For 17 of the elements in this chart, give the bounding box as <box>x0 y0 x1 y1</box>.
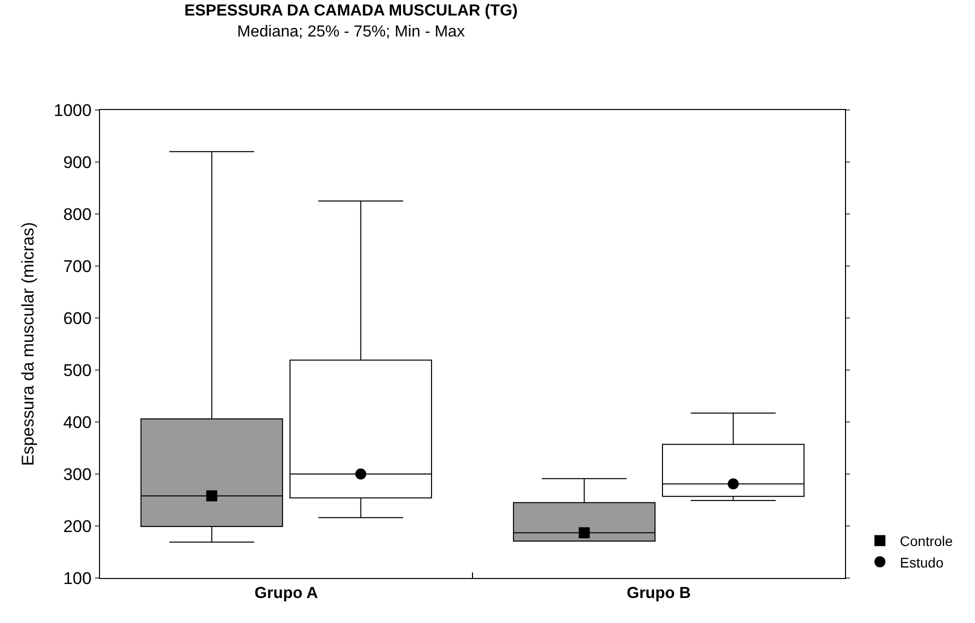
chart-subtitle: Mediana; 25% - 75%; Min - Max <box>237 23 465 40</box>
y-tick-label: 900 <box>63 152 92 172</box>
y-tick-label: 100 <box>63 568 92 588</box>
y-tick-label: 300 <box>63 464 92 484</box>
x-tick-label: Grupo B <box>626 585 691 602</box>
legend-label: Estudo <box>900 554 944 570</box>
y-tick-label: 700 <box>63 256 92 276</box>
y-tick-label: 500 <box>63 360 92 380</box>
y-tick-label: 200 <box>63 516 92 536</box>
y-tick-label: 800 <box>63 204 92 224</box>
y-tick-label: 1000 <box>54 100 92 120</box>
y-tick-label: 400 <box>63 412 92 432</box>
legend-label: Controle <box>900 533 954 550</box>
y-axis-title: Espessura da muscular (micras) <box>18 222 38 466</box>
y-tick-label: 600 <box>63 308 92 328</box>
chart-title: ESPESSURA DA CAMADA MUSCULAR (TG) <box>184 2 518 20</box>
x-tick-label: Grupo A <box>254 585 318 602</box>
